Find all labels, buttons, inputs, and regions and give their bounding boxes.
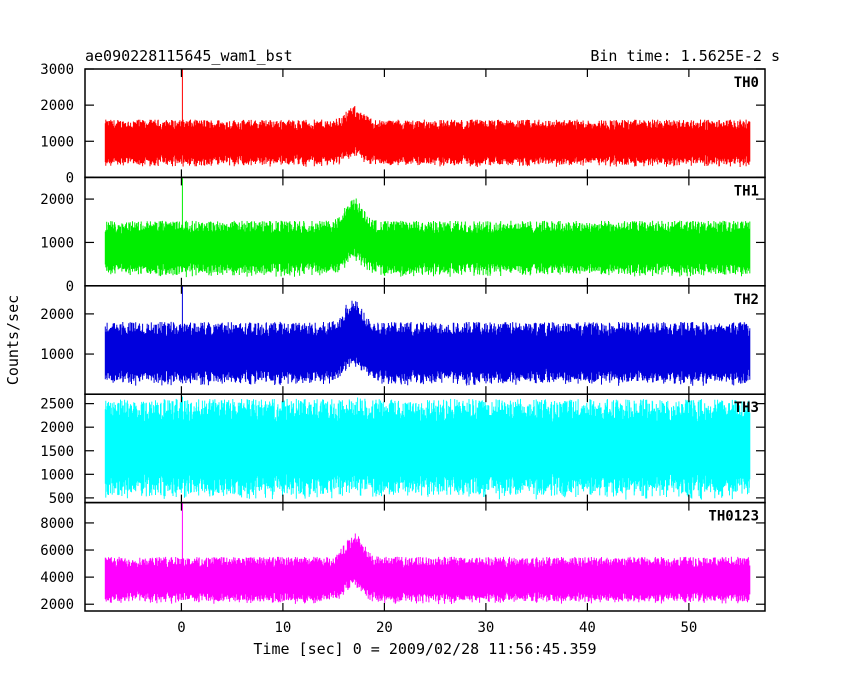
y-tick-label: 1000 <box>40 235 74 251</box>
y-tick-label: 8000 <box>40 516 74 532</box>
y-tick-label: 2000 <box>40 307 74 323</box>
panel-label: TH1 <box>734 183 759 199</box>
y-tick-label: 1000 <box>40 467 74 483</box>
panel-th0123: 2000 4000 6000 8000 TH0123 <box>40 501 766 613</box>
series-th3 <box>104 396 751 500</box>
y-tick-label: 1000 <box>40 134 74 150</box>
y-tick-label: 2000 <box>40 597 74 613</box>
bin-time-label: Bin time: 1.5625E-2 s <box>590 47 780 65</box>
x-tick-label: 40 <box>579 620 596 636</box>
y-tick-label: 4000 <box>40 570 74 586</box>
panel-label: TH2 <box>734 292 759 308</box>
y-tick-label: 1000 <box>40 347 74 363</box>
x-axis-label: Time [sec] 0 = 2009/02/28 11:56:45.359 <box>253 640 596 658</box>
y-tick-label: 500 <box>49 491 74 507</box>
panel-label: TH0 <box>734 75 759 91</box>
y-tick-label: 3000 <box>40 62 74 78</box>
y-tick-label: 6000 <box>40 543 74 559</box>
panel-label: TH3 <box>734 400 759 416</box>
y-tick-label: 0 <box>66 279 74 295</box>
series-th0 <box>104 69 751 167</box>
x-tick-label: 30 <box>477 620 494 636</box>
y-tick-label: 2500 <box>40 397 74 413</box>
y-tick-label: 2000 <box>40 420 74 436</box>
y-axis-label: Counts/sec <box>4 295 22 385</box>
y-tick-label: 2000 <box>40 192 74 208</box>
y-tick-label: 1500 <box>40 444 74 460</box>
panel-frame <box>84 501 766 612</box>
panel-th2: 1000 2000 TH2 <box>40 285 766 395</box>
x-tick-label: 10 <box>274 620 291 636</box>
series-th2 <box>104 285 751 386</box>
panel-th0: 0 1000 2000 3000 TH0 <box>40 62 766 186</box>
x-tick-label: 20 <box>376 620 393 636</box>
series-th0123 <box>104 502 751 605</box>
panel-th3: 500 1000 1500 2000 2500 TH3 <box>40 393 766 507</box>
y-tick-label: 2000 <box>40 98 74 114</box>
x-tick-label: 0 <box>177 620 185 636</box>
series-th1 <box>104 177 751 278</box>
panel-stack: 0 1000 2000 3000 TH0 0 1000 2000 TH1 1000 2000 TH2 5… <box>40 62 766 636</box>
chart-title: ae090228115645_wam1_bst <box>85 47 293 65</box>
y-tick-label: 0 <box>66 170 74 186</box>
panel-th1: 0 1000 2000 TH1 <box>40 176 766 295</box>
panel-label: TH0123 <box>708 509 759 525</box>
x-tick-label: 50 <box>680 620 697 636</box>
